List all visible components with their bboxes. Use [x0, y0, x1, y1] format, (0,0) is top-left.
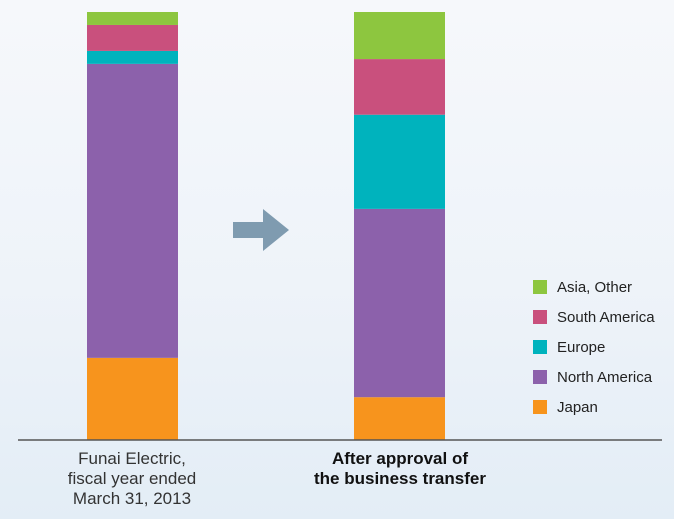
bar-segment-asia-other-1: [354, 12, 445, 60]
category-label-0: Funai Electric, fiscal year ended March …: [67, 449, 197, 508]
legend-swatch: [533, 310, 547, 324]
legend-item-north-america: North America: [533, 362, 655, 392]
legend-label: Europe: [557, 338, 606, 356]
bar-segment-asia-other-0: [87, 12, 178, 25]
legend-item-south-america: South America: [533, 302, 655, 332]
bar-segment-north-america-1: [354, 208, 445, 398]
legend-swatch: [533, 370, 547, 384]
legend-item-japan: Japan: [533, 392, 655, 422]
bar-segment-north-america-0: [87, 63, 178, 358]
legend-swatch: [533, 400, 547, 414]
legend-swatch: [533, 340, 547, 354]
legend-item-europe: Europe: [533, 332, 655, 362]
legend-label: North America: [557, 368, 653, 386]
bar-segment-japan-1: [354, 397, 445, 440]
bars-group: [87, 12, 445, 440]
category-label-1: After approval of the business transfer: [314, 449, 486, 488]
right-arrow-icon: [233, 209, 289, 251]
legend: Asia, Other South America Europe North A…: [533, 272, 655, 422]
legend-swatch: [533, 280, 547, 294]
bar-segment-south-america-1: [354, 59, 445, 115]
bar-segment-europe-0: [87, 50, 178, 64]
bar-segment-europe-1: [354, 114, 445, 209]
legend-label: Asia, Other: [557, 278, 633, 296]
legend-item-asia-other: Asia, Other: [533, 272, 655, 302]
legend-label: Japan: [557, 398, 598, 416]
legend-label: South America: [557, 308, 655, 326]
bar-segment-japan-0: [87, 357, 178, 440]
bar-segment-south-america-0: [87, 24, 178, 51]
